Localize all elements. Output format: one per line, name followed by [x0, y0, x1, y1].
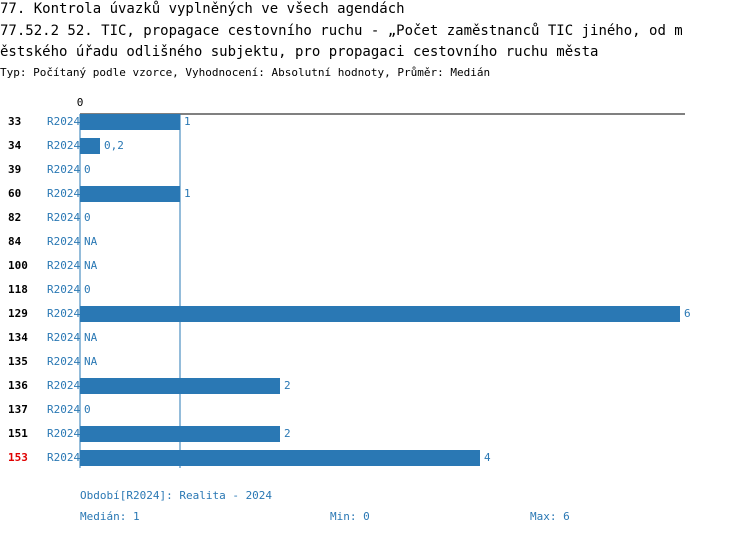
- category-label: 34: [8, 139, 22, 152]
- value-label: NA: [84, 355, 98, 368]
- value-label: NA: [84, 235, 98, 248]
- bar: [80, 378, 280, 394]
- value-label: 0: [84, 211, 91, 224]
- median-label: Medián: 1: [80, 510, 140, 523]
- value-label: 0,2: [104, 139, 124, 152]
- category-label: 33: [8, 115, 21, 128]
- value-label: 1: [184, 187, 191, 200]
- x-tick-label: 0: [77, 96, 84, 109]
- series-label: R2024: [47, 355, 80, 368]
- title: ěstského úřadu odlišného subjektu, pro p…: [0, 44, 598, 60]
- series-label: R2024: [47, 211, 80, 224]
- series-label: R2024: [47, 451, 80, 464]
- bar: [80, 114, 180, 130]
- max-label: Max: 6: [530, 510, 570, 523]
- series-label: R2024: [47, 427, 80, 440]
- series-label: R2024: [47, 379, 80, 392]
- title: 77. Kontrola úvazků vyplněných ve všech …: [0, 1, 405, 17]
- series-label: R2024: [47, 139, 80, 152]
- series-label: R2024: [47, 331, 80, 344]
- category-label: 137: [8, 403, 28, 416]
- category-label: 60: [8, 187, 21, 200]
- category-label: 129: [8, 307, 28, 320]
- value-label: 0: [84, 283, 91, 296]
- value-label: 0: [84, 163, 91, 176]
- series-label: R2024: [47, 163, 80, 176]
- subtitle: Typ: Počítaný podle vzorce, Vyhodnocení:…: [0, 66, 490, 79]
- bar: [80, 306, 680, 322]
- category-label: 135: [8, 355, 28, 368]
- value-label: NA: [84, 331, 98, 344]
- bar: [80, 138, 100, 154]
- value-label: 1: [184, 115, 191, 128]
- series-label: R2024: [47, 115, 80, 128]
- bar: [80, 450, 480, 466]
- category-label: 100: [8, 259, 28, 272]
- category-label: 84: [8, 235, 22, 248]
- series-label: R2024: [47, 187, 80, 200]
- value-label: 2: [284, 379, 291, 392]
- value-label: 4: [484, 451, 491, 464]
- series-label: R2024: [47, 235, 80, 248]
- period: Období[R2024]: Realita - 2024: [80, 489, 272, 502]
- category-label: 134: [8, 331, 28, 344]
- series-label: R2024: [47, 307, 80, 320]
- value-label: 6: [684, 307, 691, 320]
- category-label: 151: [8, 427, 28, 440]
- category-label: 153: [8, 451, 28, 464]
- category-label: 118: [8, 283, 28, 296]
- series-label: R2024: [47, 403, 80, 416]
- value-label: 2: [284, 427, 291, 440]
- series-label: R2024: [47, 259, 80, 272]
- value-label: 0: [84, 403, 91, 416]
- title: 77.52.2 52. TIC, propagace cestovního ru…: [0, 23, 683, 39]
- min-label: Min: 0: [330, 510, 370, 523]
- category-label: 82: [8, 211, 21, 224]
- series-label: R2024: [47, 283, 80, 296]
- bar: [80, 426, 280, 442]
- value-label: NA: [84, 259, 98, 272]
- category-label: 39: [8, 163, 21, 176]
- bar: [80, 186, 180, 202]
- category-label: 136: [8, 379, 28, 392]
